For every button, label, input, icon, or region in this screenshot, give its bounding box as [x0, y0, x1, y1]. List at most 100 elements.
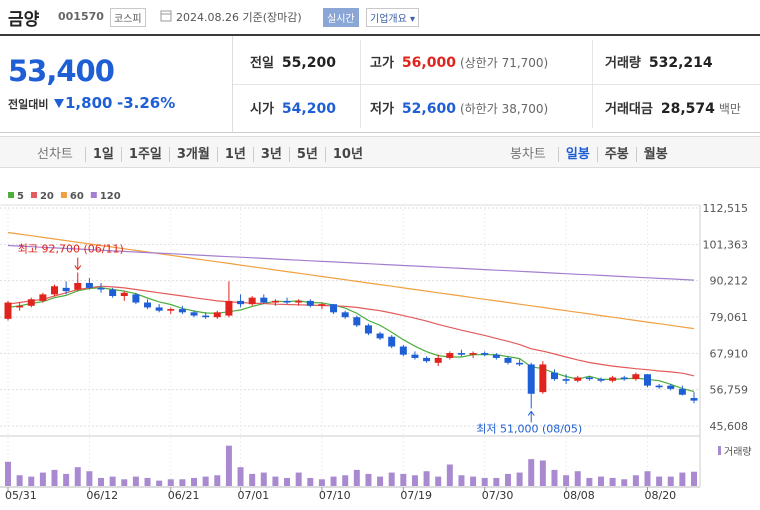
- x-tick-label: 08/20: [644, 489, 676, 502]
- summary-value: 28,574: [660, 101, 715, 117]
- volume-bar: [656, 476, 663, 486]
- volume-bar: [214, 475, 221, 486]
- candle-body: [667, 385, 675, 389]
- market-badge: 코스피: [110, 8, 146, 27]
- x-tick-label: 06/12: [86, 489, 118, 502]
- volume-bar: [191, 477, 198, 486]
- candle-body: [271, 300, 279, 303]
- x-tick-label: 07/10: [319, 489, 351, 502]
- overview-label: 기업개요: [370, 14, 407, 25]
- volume-bar: [563, 475, 570, 486]
- summary-label: 전일: [250, 56, 274, 71]
- volume-bar: [284, 477, 291, 486]
- candle-body: [39, 294, 47, 301]
- overview-button[interactable]: 기업개요 ▾: [366, 8, 420, 27]
- candle-body: [97, 287, 105, 290]
- change-amount: 1,800: [65, 94, 113, 112]
- candle-body: [51, 286, 59, 295]
- tab[interactable]: 1년: [216, 147, 253, 162]
- volume-bar: [411, 475, 418, 486]
- volume-bar: [388, 472, 395, 486]
- volume-bar: [5, 461, 11, 486]
- candle-body: [16, 305, 24, 308]
- candle-body: [399, 346, 407, 355]
- volume-bar: [74, 467, 81, 486]
- y-tick-label: 112,515: [703, 202, 749, 215]
- candle-body: [609, 377, 617, 381]
- volume-bar: [609, 477, 616, 486]
- volume-bar: [121, 479, 128, 486]
- ma-line: [7, 285, 695, 377]
- tab-group-label: 선차트: [37, 147, 73, 162]
- summary-note: (하한가 38,700): [459, 102, 549, 116]
- candle-body: [632, 374, 640, 380]
- x-tick-label: 08/08: [563, 489, 595, 502]
- summary-col-divider: [360, 40, 361, 128]
- candle-body: [585, 377, 593, 380]
- candle-body: [446, 353, 454, 358]
- summary-item: 전일 55,200: [250, 52, 336, 71]
- volume-bar: [504, 473, 511, 486]
- legend-swatch: [90, 192, 97, 198]
- candle-body: [527, 364, 535, 394]
- chart: 112,515 101,363 90,212 79,061 67,910 56,759 45…: [0, 191, 752, 502]
- y-tick-label: 79,061: [710, 311, 749, 324]
- volume-bar: [481, 477, 488, 486]
- legend-label: 5: [17, 191, 24, 202]
- candle-body: [481, 353, 489, 355]
- tab[interactable]: 5년: [288, 147, 325, 162]
- candle-body: [306, 300, 314, 306]
- tab[interactable]: 일봉: [557, 147, 597, 162]
- volume-bar: [342, 475, 349, 486]
- tab[interactable]: 1주일: [120, 147, 169, 162]
- legend-swatch: [8, 192, 14, 198]
- tab[interactable]: 3년: [252, 147, 289, 162]
- candle-body: [388, 336, 396, 347]
- realtime-button[interactable]: 실시간: [323, 8, 359, 27]
- x-tick-label: 07/19: [400, 489, 432, 502]
- candle-body: [423, 357, 431, 362]
- summary-box: [233, 36, 760, 133]
- tab[interactable]: 주봉: [596, 147, 636, 162]
- volume-bar: [446, 464, 453, 486]
- volume-bar: [16, 475, 23, 486]
- volume-bar: [260, 472, 267, 486]
- tab[interactable]: 3개월: [168, 147, 217, 162]
- summary-label: 저가: [370, 102, 394, 117]
- volume-legend-label: 거래량: [724, 446, 752, 458]
- candle-body: [237, 300, 245, 305]
- candle-body: [120, 292, 128, 297]
- annotation-arrowhead: [527, 410, 535, 416]
- candle-body: [144, 302, 152, 308]
- volume-bar: [586, 477, 593, 486]
- tab[interactable]: 월봉: [635, 147, 675, 162]
- stock-code: 001570: [58, 10, 104, 23]
- tab[interactable]: 10년: [324, 147, 370, 162]
- volume-bar: [621, 479, 628, 486]
- volume-bar: [365, 473, 372, 486]
- summary-value: 55,200: [281, 55, 336, 71]
- volume-bar: [225, 445, 232, 486]
- volume-bar: [144, 477, 151, 486]
- summary-value: 532,214: [648, 55, 713, 71]
- candle-body: [132, 294, 140, 303]
- volume-bar: [493, 477, 500, 486]
- volume-bar: [63, 473, 70, 486]
- price-box: [0, 36, 233, 133]
- y-tick-label: 45,608: [710, 420, 749, 433]
- volume-bar: [179, 479, 186, 486]
- down-arrow: [54, 99, 64, 108]
- volume-bar: [295, 472, 302, 486]
- candle-body: [330, 304, 338, 313]
- ma-line: [7, 286, 695, 393]
- volume-bar: [574, 471, 581, 486]
- candle-body: [190, 312, 198, 316]
- current-price: 53,400: [8, 54, 115, 88]
- summary-label: 거래량: [605, 56, 641, 71]
- volume-bar: [109, 476, 116, 486]
- summary-note: (상한가 71,700): [459, 56, 549, 70]
- tab[interactable]: 1일: [84, 147, 121, 162]
- candle-body: [469, 353, 477, 355]
- candle-body: [74, 282, 82, 290]
